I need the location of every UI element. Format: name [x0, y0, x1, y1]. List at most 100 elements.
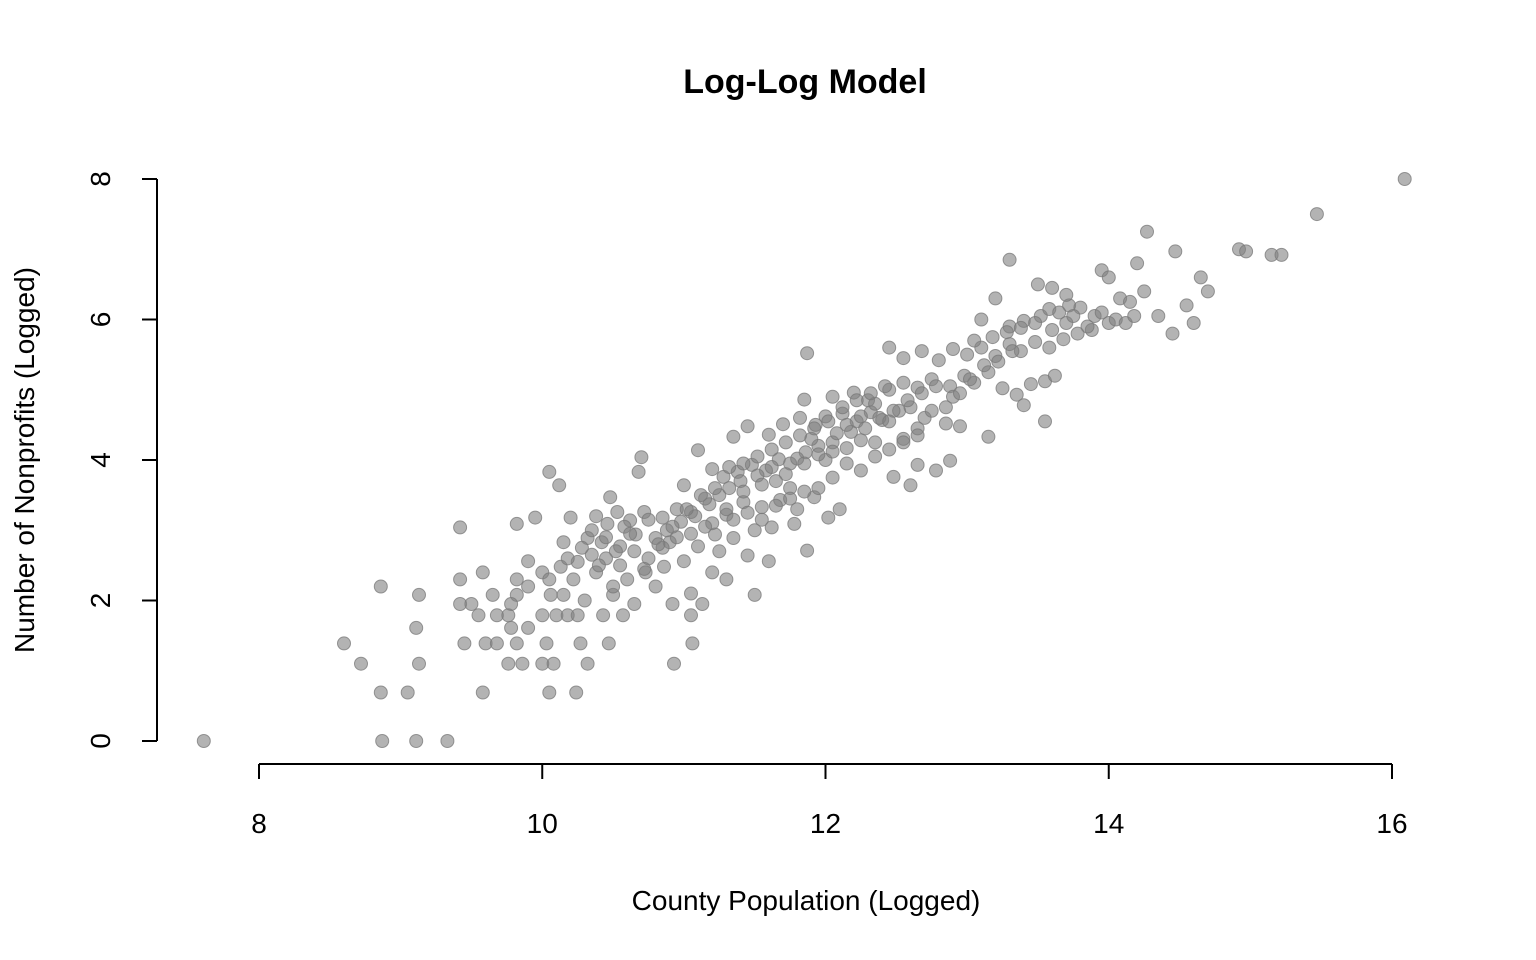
data-point: [974, 312, 989, 327]
data-point: [542, 685, 557, 700]
data-point: [354, 656, 368, 671]
y-axis-label: Number of Nonprofits (Logged): [9, 267, 40, 653]
x-tick-label: 8: [251, 808, 267, 839]
data-point: [616, 608, 630, 623]
data-point: [1056, 332, 1071, 347]
data-point: [504, 620, 519, 635]
data-point: [896, 375, 911, 390]
data-point: [695, 597, 710, 611]
data-point: [719, 502, 734, 517]
data-point: [1193, 270, 1208, 285]
data-point: [764, 442, 779, 457]
data-point: [569, 685, 584, 700]
data-point: [787, 516, 802, 531]
data-point: [985, 330, 1000, 345]
data-point: [637, 561, 652, 576]
data-point: [684, 608, 698, 623]
data-point: [903, 478, 918, 493]
data-point: [603, 490, 618, 505]
data-point: [651, 537, 666, 552]
y-tick-label: 8: [85, 171, 116, 187]
data-point: [685, 636, 700, 651]
data-point: [736, 456, 751, 471]
data-point: [768, 498, 783, 513]
data-point: [943, 453, 958, 468]
data-point: [489, 636, 504, 651]
data-point: [825, 470, 840, 485]
data-point: [800, 346, 815, 361]
data-point: [542, 464, 557, 479]
data-point: [596, 608, 611, 623]
data-point: [196, 734, 211, 748]
data-point: [1309, 207, 1324, 222]
data-point: [868, 435, 883, 450]
y-tick-label: 4: [85, 452, 116, 468]
data-point: [778, 467, 793, 482]
data-point: [1042, 340, 1057, 355]
x-axis-label: County Population (Logged): [632, 885, 981, 916]
data-point: [754, 477, 769, 492]
data-point: [698, 519, 713, 534]
data-point: [475, 565, 490, 580]
data-point: [475, 685, 490, 700]
data-point: [722, 481, 737, 496]
data-point: [375, 734, 390, 748]
data-point: [1070, 326, 1085, 341]
data-point: [929, 463, 943, 478]
data-point: [797, 484, 812, 499]
data-point: [754, 512, 769, 527]
data-point: [977, 358, 992, 373]
data-point: [528, 510, 543, 525]
data-point: [914, 344, 929, 359]
data-point: [580, 656, 595, 671]
data-point: [705, 565, 720, 580]
data-point: [440, 734, 455, 748]
data-point: [929, 379, 943, 394]
data-point: [1052, 305, 1067, 320]
data-point: [539, 636, 554, 651]
data-point: [868, 449, 883, 464]
data-point: [705, 462, 720, 477]
data-point: [471, 608, 486, 623]
data-point: [373, 685, 388, 700]
data-point: [627, 597, 642, 611]
data-point: [995, 381, 1010, 396]
data-point: [768, 474, 783, 489]
data-point: [412, 587, 426, 602]
data-point: [409, 734, 424, 748]
data-point: [750, 449, 765, 464]
data-point: [1130, 256, 1145, 271]
data-point: [963, 372, 977, 387]
data-point: [1127, 309, 1142, 323]
data-point: [509, 516, 524, 531]
data-point: [556, 587, 571, 602]
data-point: [858, 421, 873, 436]
data-point: [1023, 377, 1038, 392]
data-point: [584, 523, 599, 538]
data-point: [1013, 320, 1028, 335]
data-point: [684, 586, 698, 601]
data-point: [627, 544, 642, 559]
data-point: [1028, 335, 1043, 349]
data-point: [811, 481, 826, 496]
data-point: [878, 379, 892, 394]
data-point: [829, 426, 844, 441]
data-point: [676, 478, 691, 493]
data-point: [740, 548, 755, 563]
data-point: [882, 414, 897, 429]
y-tick-label: 6: [85, 312, 116, 328]
data-point: [832, 502, 847, 517]
data-point: [556, 535, 571, 550]
data-point: [839, 417, 854, 432]
x-tick-label: 12: [810, 808, 841, 839]
data-point: [953, 419, 967, 434]
data-point: [999, 325, 1014, 340]
data-point: [574, 540, 589, 555]
data-point: [736, 484, 751, 499]
data-point: [623, 526, 638, 541]
data-point: [1045, 323, 1060, 337]
data-point: [573, 636, 588, 651]
data-point: [608, 544, 623, 559]
data-point: [821, 414, 836, 429]
